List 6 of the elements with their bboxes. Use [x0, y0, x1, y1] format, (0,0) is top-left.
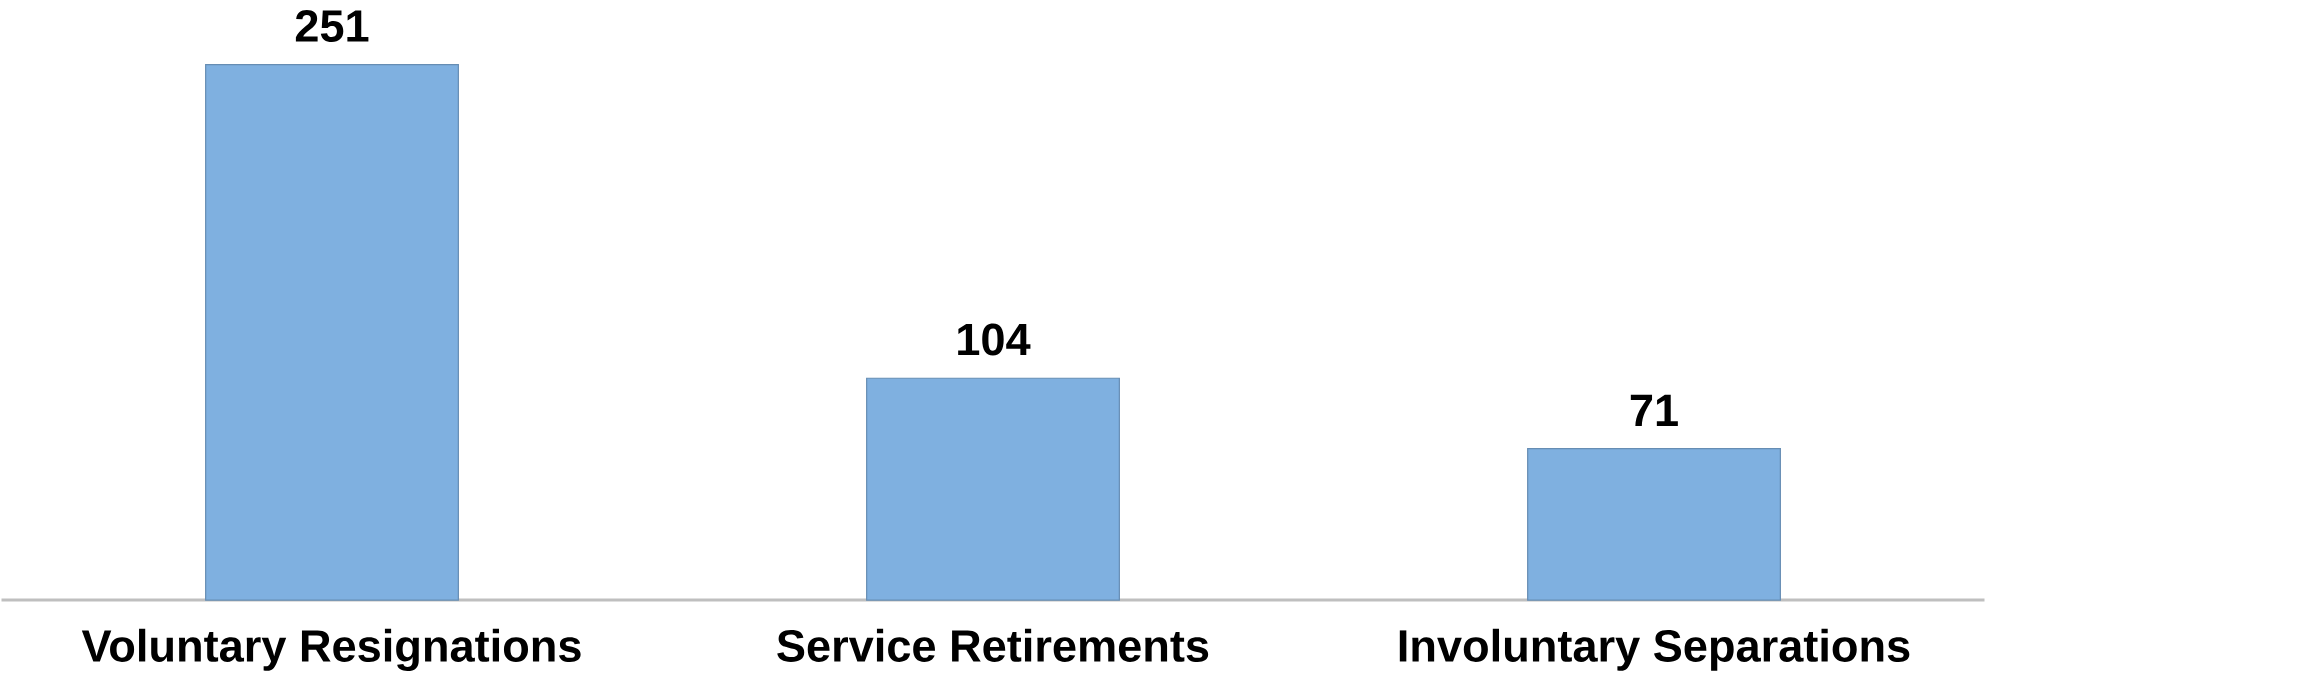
data-label: 104	[958, 323, 1031, 356]
x-tick-label: Voluntary Resignations	[81, 628, 581, 671]
data-label: 71	[1630, 394, 1678, 426]
x-tick-label: Involuntary Separations	[1399, 628, 1910, 671]
x-tick-label: Service Retirements	[777, 628, 1209, 662]
data-label: 251	[295, 9, 369, 42]
